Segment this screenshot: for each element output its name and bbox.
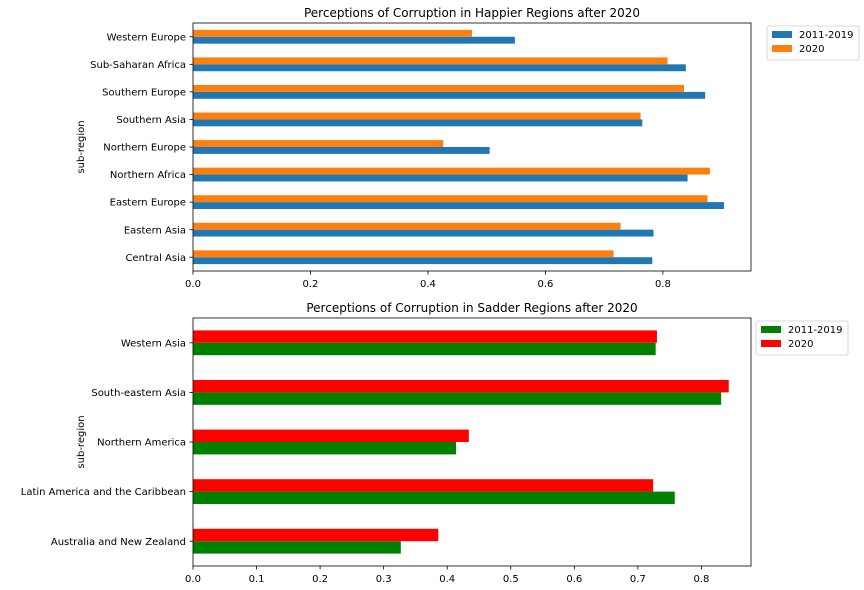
x-tick-label-0-5: 0.5: [503, 574, 519, 585]
bar-south-eastern-asia-2011-2019: [193, 392, 722, 405]
bar-sub-saharan-africa-2011-2019: [193, 64, 686, 72]
bar-northern-europe-2020: [193, 140, 444, 147]
bar-southern-asia-2011-2019: [193, 119, 643, 127]
y-tick-label-western-europe: Western Europe: [107, 32, 186, 43]
bar-western-asia-2011-2019: [193, 342, 656, 356]
bar-southern-asia-2020: [193, 112, 641, 120]
bar-southern-europe-2011-2019: [193, 91, 706, 99]
legend-swatch-2011-2019: [761, 326, 781, 333]
x-tick-label-0-3: 0.3: [376, 574, 392, 585]
legend-swatch-2020: [761, 340, 781, 347]
bar-australia-and-new-zealand-2011-2019: [193, 541, 401, 554]
bar-northern-africa-2020: [193, 167, 710, 175]
x-tick-label-0-0: 0.0: [185, 574, 201, 585]
legend: 2011-2019 2020: [755, 320, 849, 356]
chart-title: Perceptions of Corruption in Sadder Regi…: [306, 301, 637, 315]
legend-label-2020: 2020: [788, 339, 813, 350]
bar-australia-and-new-zealand-2020: [193, 528, 439, 542]
bar-northern-africa-2011-2019: [193, 174, 688, 182]
y-tick-label-central-asia: Central Asia: [125, 253, 186, 264]
bar-eastern-europe-2011-2019: [193, 202, 724, 209]
y-tick-label-south-eastern-asia: South-eastern Asia: [91, 388, 186, 399]
bar-sub-saharan-africa-2020: [193, 57, 668, 65]
chart-2: Australia and New Zealand Latin America a…: [21, 301, 849, 585]
bar-central-asia-2020: [193, 250, 614, 258]
y-tick-label-northern-america: Northern America: [97, 438, 186, 449]
y-tick-label-latin-america-and-the-caribbean: Latin America and the Caribbean: [21, 487, 186, 498]
bar-eastern-asia-2020: [193, 222, 621, 230]
y-axis-label: sub-region: [76, 120, 87, 173]
x-tick-label-0-2: 0.2: [303, 279, 319, 290]
y-tick-label-northern-africa: Northern Africa: [110, 170, 186, 181]
chart-1: Central Asia Eastern Asia Eastern Europe No…: [76, 6, 860, 290]
legend-label-2011-2019: 2011-2019: [799, 30, 854, 41]
y-tick-label-northern-europe: Northern Europe: [103, 143, 186, 154]
x-tick-label-0-2: 0.2: [312, 574, 328, 585]
bar-eastern-europe-2020: [193, 195, 708, 203]
y-tick-label-western-asia: Western Asia: [121, 338, 186, 349]
y-axis-label: sub-region: [76, 415, 87, 468]
y-tick-label-eastern-europe: Eastern Europe: [110, 198, 186, 209]
y-tick-label-southern-asia: Southern Asia: [116, 115, 186, 126]
axes-frame: [192, 22, 752, 272]
bar-western-europe-2020: [193, 29, 472, 37]
bar-central-asia-2011-2019: [193, 257, 653, 265]
bar-south-eastern-asia-2020: [193, 380, 729, 393]
bar-western-europe-2011-2019: [193, 36, 515, 44]
bar-northern-europe-2011-2019: [193, 147, 490, 154]
legend-label-2011-2019: 2011-2019: [788, 325, 843, 336]
y-tick-label-southern-europe: Southern Europe: [102, 87, 186, 98]
y-tick-label-sub-saharan-africa: Sub-Saharan Africa: [90, 60, 186, 71]
y-tick-label-eastern-asia: Eastern Asia: [124, 225, 186, 236]
legend-swatch-2020: [772, 45, 792, 52]
x-tick-label-0-1: 0.1: [249, 574, 265, 585]
x-tick-label-0-4: 0.4: [439, 574, 455, 585]
bar-eastern-asia-2011-2019: [193, 229, 654, 237]
legend-swatch-2011-2019: [772, 31, 792, 38]
y-tick-label-australia-and-new-zealand: Australia and New Zealand: [51, 537, 186, 548]
x-tick-label-0-7: 0.7: [630, 574, 646, 585]
bar-northern-america-2011-2019: [193, 442, 457, 455]
x-tick-label-0-4: 0.4: [420, 279, 436, 290]
x-tick-label-0-6: 0.6: [566, 574, 582, 585]
x-tick-label-0-0: 0.0: [185, 279, 201, 290]
bar-northern-america-2020: [193, 429, 469, 442]
bar-latin-america-and-the-caribbean-2011-2019: [193, 491, 675, 504]
chart-title: Perceptions of Corruption in Happier Reg…: [304, 6, 640, 20]
axes-frame: [192, 317, 752, 567]
legend-label-2020: 2020: [799, 44, 824, 55]
bar-western-asia-2020: [193, 330, 657, 343]
x-tick-label-0-6: 0.6: [537, 279, 553, 290]
bar-southern-europe-2020: [193, 85, 685, 92]
x-tick-label-0-8: 0.8: [655, 279, 671, 290]
legend: 2011-2019 2020: [766, 25, 860, 61]
x-tick-label-0-8: 0.8: [693, 574, 709, 585]
bar-latin-america-and-the-caribbean-2020: [193, 479, 654, 492]
